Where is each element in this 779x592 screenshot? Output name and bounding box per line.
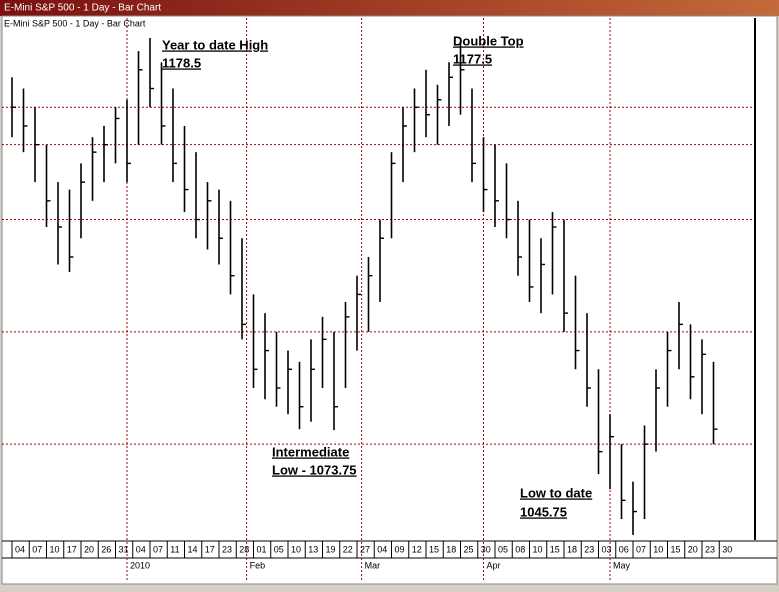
annotation-title: Intermediate — [272, 444, 349, 459]
month-label: Apr — [487, 560, 501, 570]
x-tick-label: 17 — [67, 544, 77, 554]
x-tick-label: 07 — [636, 544, 646, 554]
x-tick-label: 09 — [395, 544, 405, 554]
x-tick-label: 15 — [429, 544, 439, 554]
x-tick-label: 23 — [584, 544, 594, 554]
x-tick-label: 20 — [688, 544, 698, 554]
x-tick-label: 10 — [653, 544, 663, 554]
x-tick-label: 07 — [32, 544, 42, 554]
x-tick-label: 04 — [377, 544, 387, 554]
x-tick-label: 26 — [101, 544, 111, 554]
x-tick-label: 28 — [239, 544, 249, 554]
x-tick-label: 27 — [360, 544, 370, 554]
annotation-double-top: Double Top 1177.5 — [453, 33, 524, 66]
x-tick-label: 03 — [602, 544, 612, 554]
x-tick-label: 14 — [188, 544, 198, 554]
x-tick-label: 05 — [274, 544, 284, 554]
annotation-value: 1178.5 — [162, 55, 201, 70]
annotation-value: 1045.75 — [520, 504, 567, 519]
x-tick-label: 23 — [222, 544, 232, 554]
x-tick-label: 19 — [326, 544, 336, 554]
x-tick-label: 18 — [567, 544, 577, 554]
annotation-ytd-high: Year to date High 1178.5 — [162, 37, 268, 70]
annotation-value: 1177.5 — [453, 51, 492, 66]
annotation-title: Year to date High — [162, 37, 268, 52]
x-tick-label: 15 — [671, 544, 681, 554]
x-tick-label: 04 — [15, 544, 25, 554]
x-tick-label: 10 — [291, 544, 301, 554]
annotation-title: Low to date — [520, 485, 592, 500]
x-tick-label: 05 — [498, 544, 508, 554]
chart-title: E-Mini S&P 500 - 1 Day - Bar Chart — [4, 18, 146, 28]
x-tick-label: 11 — [170, 544, 179, 554]
x-tick-label: 10 — [50, 544, 60, 554]
x-tick-label: 22 — [343, 544, 353, 554]
x-tick-label: 25 — [464, 544, 474, 554]
plot-frame — [1, 15, 778, 585]
x-tick-label: 15 — [550, 544, 560, 554]
x-tick-label: 06 — [619, 544, 629, 554]
x-tick-label: 04 — [136, 544, 146, 554]
x-tick-label: 20 — [84, 544, 94, 554]
x-tick-label: 12 — [412, 544, 422, 554]
month-label: 2010 — [130, 560, 150, 570]
x-tick-label: 01 — [257, 544, 267, 554]
x-tick-label: 07 — [153, 544, 163, 554]
month-label: Mar — [365, 560, 381, 570]
x-tick-label: 18 — [446, 544, 456, 554]
month-label: Feb — [250, 560, 266, 570]
x-tick-label: 30 — [722, 544, 732, 554]
x-tick-label: 10 — [533, 544, 543, 554]
month-label: May — [613, 560, 631, 570]
x-tick-label: 08 — [515, 544, 525, 554]
annotation-intermediate-low: Intermediate Low - 1073.75 — [272, 444, 357, 477]
window-title: E-Mini S&P 500 - 1 Day - Bar Chart — [4, 3, 161, 14]
title-bar — [0, 0, 779, 16]
annotation-title: Double Top — [453, 33, 524, 48]
x-tick-label: 30 — [481, 544, 491, 554]
x-tick-label: 31 — [119, 544, 129, 554]
annotation-low-to-date: Low to date 1045.75 — [520, 485, 592, 519]
x-tick-label: 17 — [205, 544, 215, 554]
x-tick-label: 13 — [308, 544, 318, 554]
annotation-value: Low - 1073.75 — [272, 462, 357, 477]
x-tick-label: 23 — [705, 544, 715, 554]
